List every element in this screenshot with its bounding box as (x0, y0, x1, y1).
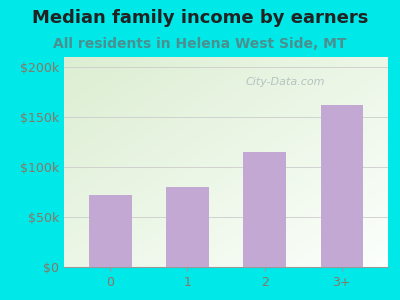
Bar (89, 195, 132, 267)
Bar (166, 187, 209, 267)
Text: City-Data.com: City-Data.com (246, 77, 325, 87)
Text: All residents in Helena West Side, MT: All residents in Helena West Side, MT (53, 38, 347, 52)
Bar (243, 152, 286, 267)
Text: Median family income by earners: Median family income by earners (32, 9, 368, 27)
Bar (320, 105, 363, 267)
